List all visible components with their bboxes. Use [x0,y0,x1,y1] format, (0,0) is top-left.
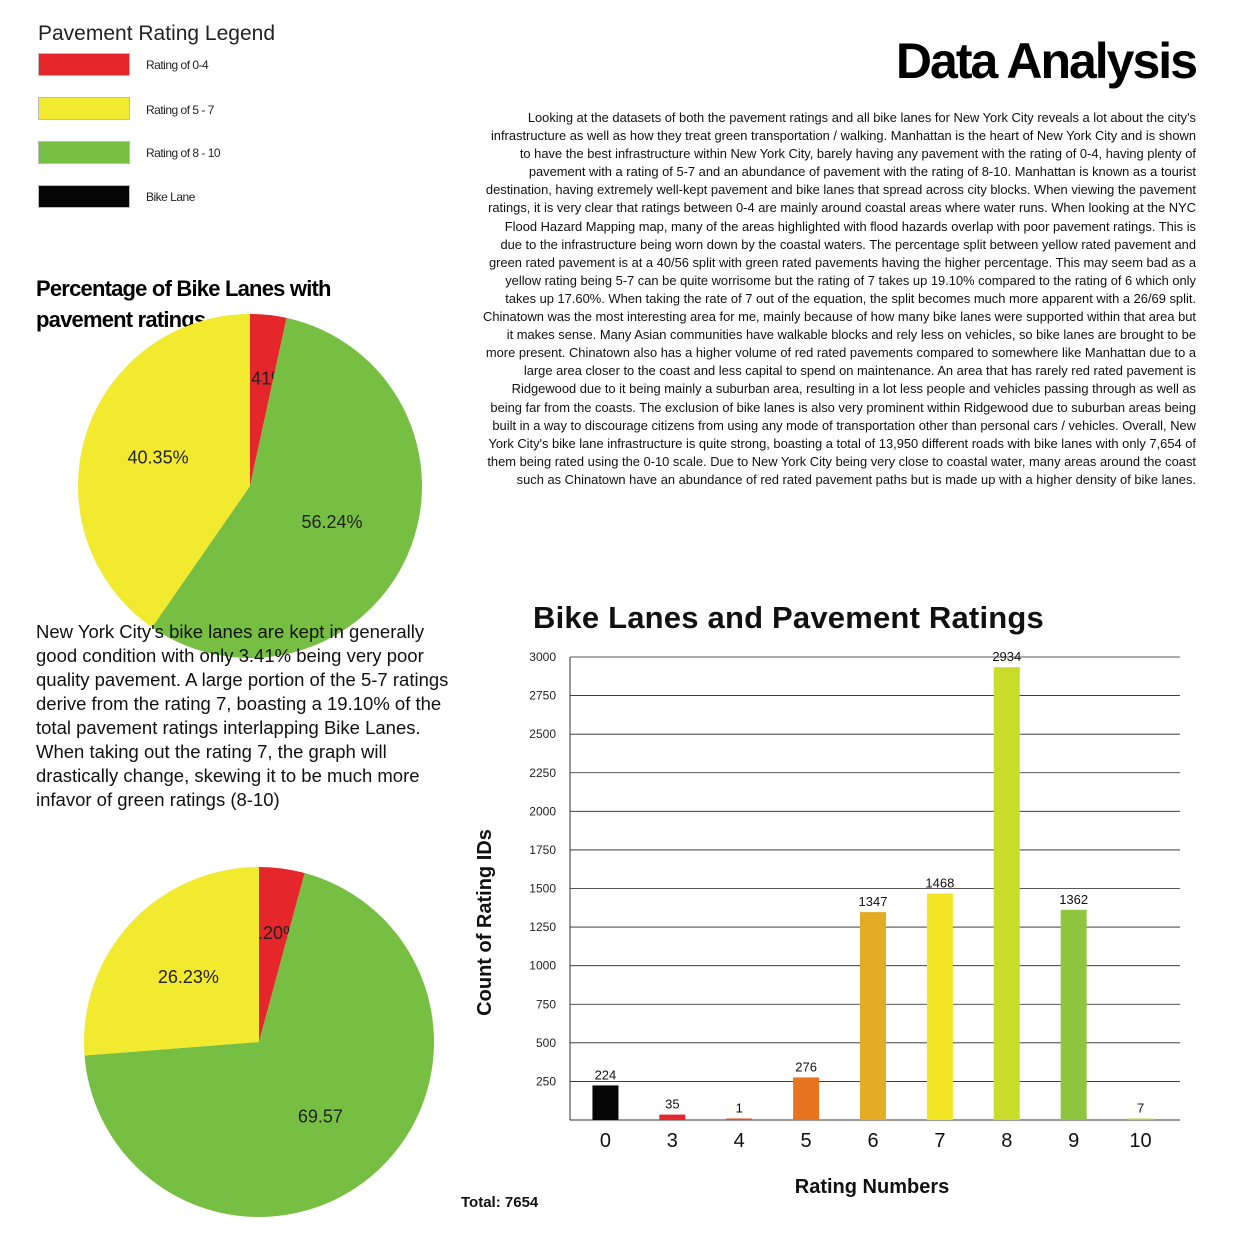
y-tick-label: 500 [536,1036,556,1050]
bar-value-label: 1347 [859,894,888,909]
legend-label-yellow: Rating of 5 - 7 [146,103,214,117]
legend-title: Pavement Rating Legend [38,22,275,45]
x-tick-label: 6 [867,1130,878,1152]
bar-value-label: 276 [795,1059,817,1074]
bar-value-label: 1468 [925,875,954,890]
y-tick-label: 2250 [529,766,556,780]
y-tick-label: 1000 [529,959,556,973]
x-tick-label: 9 [1068,1130,1079,1152]
y-tick-label: 2000 [529,804,556,818]
pie0-slice-1 [151,317,423,658]
x-tick-label: 7 [934,1130,945,1152]
pie1-slice-0 [259,867,305,1042]
bar-chart-title: Bike Lanes and Pavement Ratings [533,600,1044,635]
bar-rating-5 [793,1077,820,1120]
page-title: Data Analysis [895,33,1198,89]
bar-value-label: 1362 [1059,892,1088,907]
bar-rating-10 [1127,1118,1154,1120]
x-tick-label: 4 [734,1130,745,1152]
y-tick-label: 1250 [529,920,556,934]
pie1-slice-2 [84,867,259,1056]
pie0-slice-2 [78,314,250,628]
bar-rating-4 [726,1118,753,1120]
y-tick-label: 750 [536,997,556,1011]
pie-chart-all-ratings: 3.41%56.24%40.35% [78,314,423,658]
legend-label-red: Rating of 0-4 [146,58,209,72]
bar-value-label: 7 [1137,1101,1144,1116]
x-tick-label: 10 [1129,1130,1151,1152]
y-axis-title: Count of Rating IDs [474,829,496,1016]
y-tick-label: 1500 [529,882,556,896]
bar-rating-3 [659,1114,686,1120]
bar-value-label: 224 [595,1067,617,1082]
y-tick-label: 1750 [529,843,556,857]
bar-value-label: 2934 [992,649,1021,664]
bar-value-label: 1 [736,1101,743,1116]
legend-label-bike-lane: Bike Lane [146,190,195,204]
legend-label-green: Rating of 8 - 10 [146,146,221,160]
x-axis-title: Rating Numbers [795,1176,949,1198]
bar-rating-0 [592,1085,619,1120]
side-note-text: New York City's bike lanes are kept in g… [36,621,449,810]
legend-swatch-yellow [38,97,130,120]
legend-swatch-bike-lane [38,185,130,208]
bar-rating-6 [860,912,886,1120]
bar-rating-7 [926,893,953,1120]
bar-value-label: 35 [665,1097,679,1112]
y-tick-label: 3000 [529,650,556,664]
bar-rating-9 [1060,909,1087,1120]
legend-swatch-green [38,141,130,164]
pie1-slice-label-1: 69.57 [298,1106,343,1126]
pie0-slice-0 [250,314,287,486]
total-label: Total: 7654 [461,1194,539,1211]
x-tick-label: 8 [1001,1130,1012,1152]
pie1-slice-label-2: 26.23% [158,967,219,987]
pie-chart-without-rating-7: 4.20% 69.57 26.23% [84,867,435,1217]
legend-swatch-red [38,53,130,76]
y-tick-label: 2500 [529,727,556,741]
x-tick-label: 0 [600,1130,611,1152]
pie0-slice-label-2: 40.35% [128,448,189,468]
x-tick-label: 5 [801,1130,812,1152]
analysis-paragraph: Looking at the datasets of both the pave… [483,110,1196,487]
x-tick-label: 3 [667,1130,678,1152]
pie1-slice-label-0: 4.20% [248,923,299,943]
y-tick-label: 2750 [529,689,556,703]
pie-chart-title: Percentage of Bike Lanes with pavement r… [36,276,331,332]
pie1-slice-1 [84,873,435,1217]
y-tick-label: 250 [536,1074,556,1088]
pie0-slice-label-1: 56.24% [301,512,362,532]
bar-rating-8 [993,667,1020,1120]
bar-chart: 2505007501000125015001750200022502500275… [474,649,1180,1198]
